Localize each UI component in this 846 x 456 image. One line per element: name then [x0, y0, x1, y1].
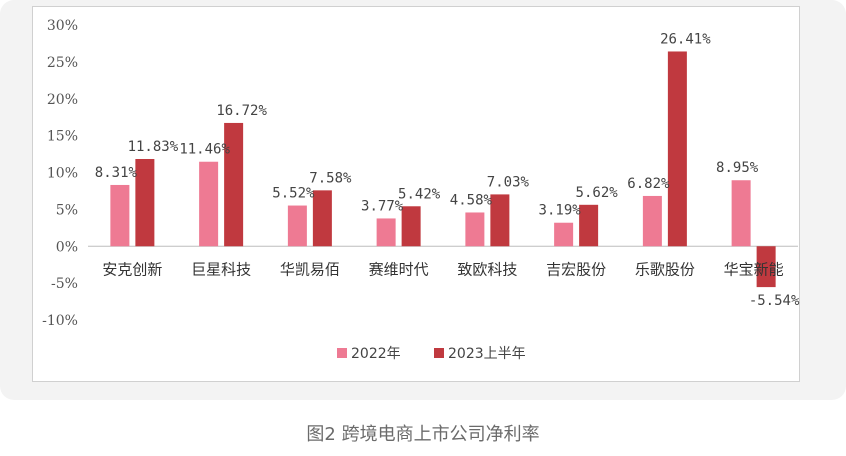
- data-label: 11.83%: [128, 139, 179, 155]
- y-tick-label: 25%: [47, 55, 78, 71]
- data-label: 5.42%: [398, 186, 441, 202]
- legend-swatch: [337, 348, 347, 358]
- category-label: 致欧科技: [457, 260, 517, 278]
- data-label: 7.58%: [309, 170, 352, 186]
- y-axis: 30% 25% 20% 15% 10% 5% 0% -5% -10%: [42, 18, 78, 329]
- data-label: 4.58%: [450, 192, 493, 208]
- legend: 2022年 2023上半年: [337, 346, 526, 362]
- y-tick-label: -5%: [51, 276, 78, 292]
- data-label: -5.54%: [749, 293, 800, 309]
- y-tick-label: 0%: [56, 239, 78, 255]
- legend-label: 2023上半年: [448, 346, 526, 362]
- y-tick-label: 30%: [47, 18, 78, 34]
- bar-2023h1: [490, 194, 510, 247]
- bar-2022: [199, 161, 219, 247]
- net-margin-bar-chart: 30% 25% 20% 15% 10% 5% 0% -5% -10% 8.31% 11.83% 11…: [42, 18, 800, 362]
- category-label: 赛维时代: [369, 260, 429, 278]
- data-label: 16.72%: [216, 103, 267, 119]
- legend-swatch: [434, 348, 444, 358]
- bar-2022: [110, 184, 130, 247]
- category-label: 华凯易佰: [280, 260, 340, 278]
- category-label: 华宝新能: [724, 260, 784, 278]
- data-label: 5.62%: [576, 185, 619, 201]
- data-label: 6.82%: [627, 176, 670, 192]
- bar-2023h1: [756, 246, 776, 288]
- bar-2023h1: [224, 122, 244, 247]
- bar-2023h1: [135, 159, 155, 247]
- data-label: 8.31%: [95, 165, 138, 181]
- y-tick-label: 15%: [47, 129, 78, 145]
- data-label: 3.77%: [361, 198, 404, 214]
- y-tick-label: 5%: [56, 202, 78, 218]
- category-label: 乐歌股份: [635, 260, 695, 278]
- data-label: 7.03%: [487, 174, 530, 190]
- data-label: 3.19%: [539, 203, 582, 219]
- bars-group: [110, 51, 776, 288]
- bar-2023h1: [312, 190, 332, 247]
- figure-caption: 图2 跨境电商上市公司净利率: [306, 424, 540, 445]
- bar-2023h1: [667, 51, 687, 247]
- data-label: 5.52%: [272, 186, 315, 202]
- data-label: 11.46%: [179, 142, 230, 158]
- bar-2022: [287, 205, 307, 247]
- category-label: 吉宏股份: [546, 260, 606, 278]
- category-labels-group: 安克创新 巨星科技 华凯易佰 赛维时代 致欧科技 吉宏股份 乐歌股份 华宝新能: [102, 260, 783, 278]
- data-label: 8.95%: [716, 160, 759, 176]
- bar-2022: [554, 222, 574, 247]
- bar-2022: [731, 180, 751, 247]
- category-label: 安克创新: [102, 260, 162, 278]
- data-label: 26.41%: [660, 31, 711, 47]
- category-label: 巨星科技: [191, 260, 251, 278]
- bar-2022: [642, 195, 662, 247]
- bar-2022: [465, 212, 485, 247]
- y-tick-label: -10%: [42, 313, 78, 329]
- legend-label: 2022年: [351, 346, 401, 362]
- bar-2023h1: [579, 204, 599, 247]
- y-tick-label: 20%: [47, 92, 78, 108]
- bar-2022: [376, 218, 396, 247]
- y-tick-label: 10%: [47, 166, 78, 182]
- data-labels-group: 8.31%11.83% 11.46%16.72%5.52%7.58%3.77%5.…: [95, 31, 800, 309]
- bar-2023h1: [401, 206, 421, 247]
